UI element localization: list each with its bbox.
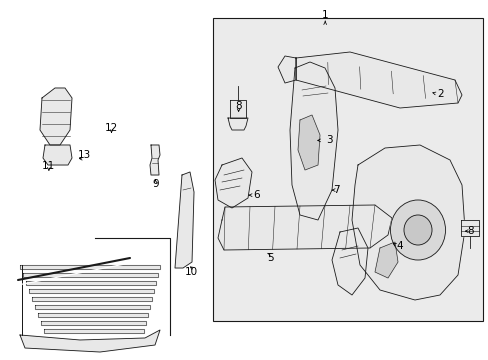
- Text: 11: 11: [42, 161, 56, 171]
- Text: 4: 4: [396, 240, 403, 251]
- Polygon shape: [29, 289, 154, 293]
- Polygon shape: [150, 145, 160, 175]
- Polygon shape: [20, 265, 160, 269]
- Polygon shape: [38, 313, 148, 317]
- Polygon shape: [35, 305, 150, 309]
- Polygon shape: [278, 56, 295, 83]
- Polygon shape: [43, 145, 72, 165]
- Polygon shape: [218, 205, 391, 250]
- Text: 8: 8: [235, 101, 242, 111]
- Text: 12: 12: [104, 123, 118, 133]
- Text: 8: 8: [467, 226, 473, 236]
- Ellipse shape: [403, 215, 431, 245]
- Polygon shape: [331, 228, 367, 295]
- Text: 7: 7: [332, 185, 339, 195]
- Polygon shape: [297, 115, 319, 170]
- Polygon shape: [229, 100, 245, 118]
- Polygon shape: [41, 321, 146, 325]
- Polygon shape: [20, 330, 160, 352]
- Polygon shape: [40, 88, 72, 145]
- Polygon shape: [32, 297, 152, 301]
- Polygon shape: [374, 242, 397, 278]
- Text: 1: 1: [321, 10, 328, 20]
- Text: 10: 10: [185, 267, 198, 277]
- Polygon shape: [23, 273, 158, 277]
- Text: 6: 6: [252, 190, 259, 200]
- Polygon shape: [289, 62, 337, 220]
- Text: 2: 2: [436, 89, 443, 99]
- Text: 3: 3: [325, 135, 332, 145]
- Polygon shape: [295, 52, 461, 108]
- Text: 5: 5: [266, 253, 273, 264]
- Polygon shape: [227, 118, 247, 130]
- Polygon shape: [44, 329, 143, 333]
- Text: 13: 13: [77, 150, 91, 160]
- Polygon shape: [175, 172, 194, 268]
- Text: 9: 9: [152, 179, 159, 189]
- Polygon shape: [351, 145, 464, 300]
- Polygon shape: [215, 158, 251, 208]
- Bar: [213, 18, 482, 321]
- Polygon shape: [460, 220, 478, 236]
- Ellipse shape: [390, 200, 445, 260]
- Polygon shape: [26, 281, 156, 285]
